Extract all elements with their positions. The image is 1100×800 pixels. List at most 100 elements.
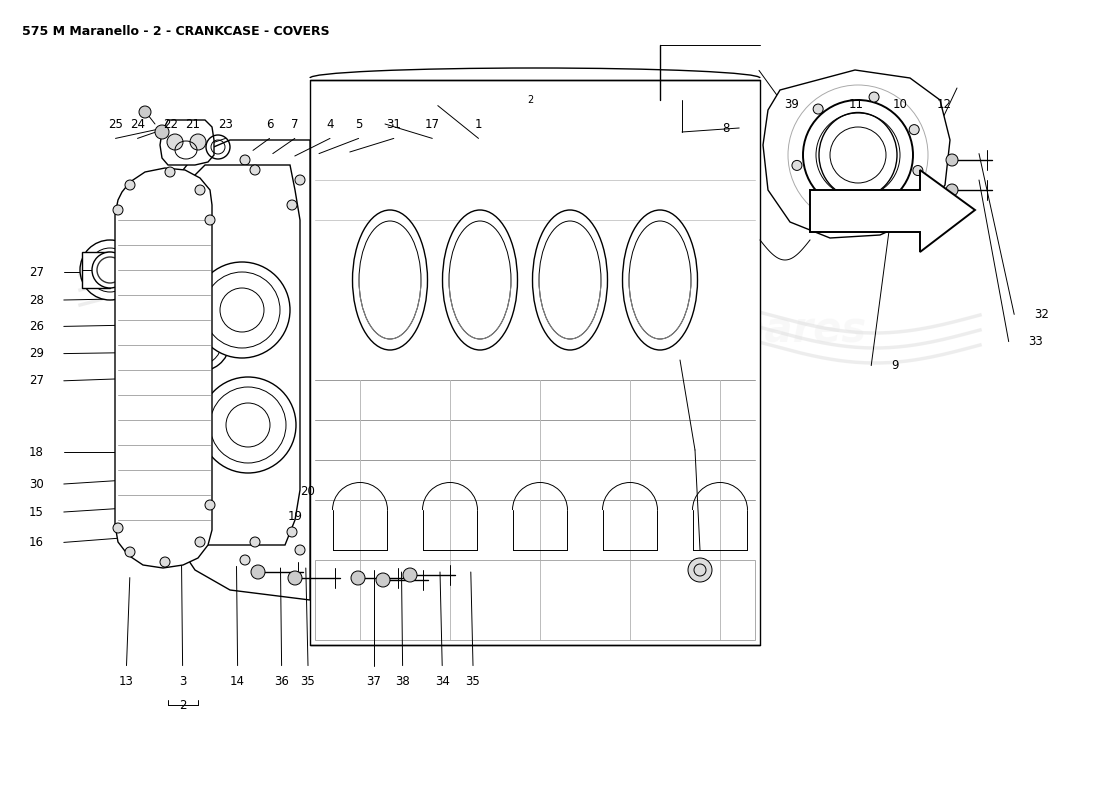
Circle shape [913, 166, 923, 175]
Ellipse shape [222, 250, 287, 350]
Text: 30: 30 [30, 478, 44, 490]
Polygon shape [810, 170, 975, 252]
Circle shape [287, 200, 297, 210]
Circle shape [187, 265, 197, 275]
Circle shape [195, 185, 205, 195]
Ellipse shape [449, 221, 512, 339]
Text: 13: 13 [119, 675, 134, 688]
Ellipse shape [161, 318, 229, 373]
Polygon shape [763, 70, 950, 238]
Text: 26: 26 [29, 320, 44, 333]
Circle shape [803, 100, 913, 210]
Polygon shape [310, 80, 760, 645]
Ellipse shape [442, 210, 517, 350]
Circle shape [251, 565, 265, 579]
Text: 18: 18 [29, 446, 44, 458]
Text: 34: 34 [434, 675, 450, 688]
Circle shape [946, 184, 958, 196]
Polygon shape [160, 120, 215, 165]
Circle shape [194, 262, 290, 358]
Text: 2: 2 [527, 95, 534, 105]
Circle shape [910, 125, 920, 134]
Text: 35: 35 [300, 675, 316, 688]
Text: 29: 29 [29, 347, 44, 360]
Text: 10: 10 [892, 98, 907, 110]
Circle shape [125, 180, 135, 190]
Circle shape [113, 523, 123, 533]
Text: 39: 39 [784, 98, 800, 110]
Text: 3: 3 [179, 675, 186, 688]
Circle shape [182, 215, 192, 225]
Text: 38: 38 [395, 675, 410, 688]
Circle shape [190, 134, 206, 150]
Circle shape [187, 335, 197, 345]
Circle shape [351, 571, 365, 585]
Text: 32: 32 [1034, 308, 1049, 321]
Circle shape [182, 455, 192, 465]
Circle shape [376, 573, 390, 587]
Circle shape [187, 470, 197, 480]
Text: 20: 20 [300, 485, 316, 498]
Text: 27: 27 [29, 266, 44, 278]
Ellipse shape [222, 360, 287, 460]
Circle shape [250, 165, 260, 175]
Text: 16: 16 [29, 536, 44, 549]
Circle shape [813, 104, 823, 114]
Polygon shape [82, 252, 110, 288]
Ellipse shape [629, 221, 691, 339]
Circle shape [125, 547, 135, 557]
Circle shape [155, 125, 169, 139]
Text: eurospares: eurospares [604, 309, 867, 351]
Circle shape [822, 202, 832, 212]
Text: 19: 19 [287, 510, 303, 522]
Circle shape [295, 175, 305, 185]
Text: 8: 8 [723, 122, 729, 134]
Circle shape [113, 205, 123, 215]
Circle shape [200, 377, 296, 473]
Ellipse shape [121, 266, 176, 294]
Text: eurospares: eurospares [123, 269, 386, 311]
Circle shape [182, 295, 192, 305]
Text: 24: 24 [130, 118, 145, 130]
Circle shape [946, 154, 958, 166]
Text: 4: 4 [327, 118, 333, 130]
Circle shape [287, 527, 297, 537]
Text: 2: 2 [179, 699, 186, 712]
Circle shape [403, 568, 417, 582]
Text: 22: 22 [163, 118, 178, 130]
Circle shape [160, 557, 170, 567]
Text: 37: 37 [366, 675, 382, 688]
Circle shape [167, 134, 183, 150]
Text: 12: 12 [936, 98, 952, 110]
Ellipse shape [539, 221, 601, 339]
Text: 9: 9 [891, 359, 899, 372]
Circle shape [187, 520, 197, 530]
Text: 28: 28 [29, 294, 44, 306]
Circle shape [187, 200, 197, 210]
Circle shape [165, 167, 175, 177]
Circle shape [187, 405, 197, 415]
Text: 1: 1 [475, 118, 482, 130]
Text: 7: 7 [292, 118, 298, 130]
Circle shape [240, 555, 250, 565]
Circle shape [205, 215, 214, 225]
Text: 575 M Maranello - 2 - CRANKCASE - COVERS: 575 M Maranello - 2 - CRANKCASE - COVERS [22, 25, 330, 38]
Circle shape [240, 155, 250, 165]
Polygon shape [180, 165, 300, 545]
Circle shape [869, 92, 879, 102]
Text: 27: 27 [29, 374, 44, 387]
Ellipse shape [352, 210, 428, 350]
Polygon shape [116, 168, 212, 568]
Text: 6: 6 [266, 118, 273, 130]
Text: 33: 33 [1028, 335, 1043, 348]
Circle shape [182, 535, 192, 545]
Circle shape [195, 537, 205, 547]
Circle shape [295, 545, 305, 555]
Text: 5: 5 [355, 118, 362, 130]
Text: 23: 23 [218, 118, 233, 130]
Circle shape [80, 240, 140, 300]
Text: 31: 31 [386, 118, 402, 130]
Circle shape [182, 375, 192, 385]
Circle shape [139, 106, 151, 118]
Circle shape [688, 558, 712, 582]
